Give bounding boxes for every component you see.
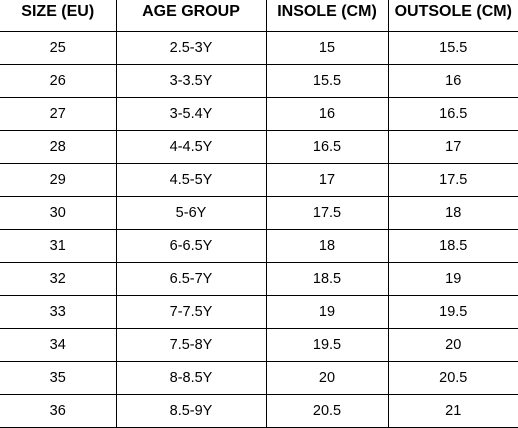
table-row: 30 5-6Y 17.5 18 xyxy=(0,196,518,230)
cell-insole: 16 xyxy=(265,97,388,131)
cell-age-group: 3-3.5Y xyxy=(115,64,266,98)
cell-size-eu: 26 xyxy=(0,64,116,98)
cell-outsole: 20 xyxy=(387,328,518,362)
cell-age-group: 5-6Y xyxy=(115,196,266,230)
cell-age-group: 8.5-9Y xyxy=(115,394,266,428)
cell-age-group: 7.5-8Y xyxy=(115,328,266,362)
table-row: 26 3-3.5Y 15.5 16 xyxy=(0,64,518,98)
cell-age-group: 4-4.5Y xyxy=(115,130,266,164)
cell-age-group: 4.5-5Y xyxy=(115,163,266,197)
cell-insole: 17 xyxy=(265,163,388,197)
cell-age-group: 2.5-3Y xyxy=(115,31,266,65)
header-age-group: AGE GROUP xyxy=(115,0,266,32)
table-row: 34 7.5-8Y 19.5 20 xyxy=(0,328,518,362)
cell-outsole: 16.5 xyxy=(387,97,518,131)
header-size-eu: SIZE (EU) xyxy=(0,0,116,32)
table-row: 29 4.5-5Y 17 17.5 xyxy=(0,163,518,197)
cell-outsole: 20.5 xyxy=(387,361,518,395)
cell-insole: 16.5 xyxy=(265,130,388,164)
table-row: 32 6.5-7Y 18.5 19 xyxy=(0,262,518,296)
cell-outsole: 19 xyxy=(387,262,518,296)
cell-insole: 19.5 xyxy=(265,328,388,362)
cell-insole: 20 xyxy=(265,361,388,395)
table-row: 31 6-6.5Y 18 18.5 xyxy=(0,229,518,263)
cell-age-group: 7-7.5Y xyxy=(115,295,266,329)
table-body: 25 2.5-3Y 15 15.5 26 3-3.5Y 15.5 16 27 3… xyxy=(0,31,518,428)
cell-outsole: 18 xyxy=(387,196,518,230)
cell-size-eu: 25 xyxy=(0,31,116,65)
cell-outsole: 16 xyxy=(387,64,518,98)
cell-size-eu: 35 xyxy=(0,361,116,395)
table-row: 36 8.5-9Y 20.5 21 xyxy=(0,394,518,428)
cell-outsole: 17 xyxy=(387,130,518,164)
table-header: SIZE (EU) AGE GROUP INSOLE (CM) OUTSOLE … xyxy=(0,0,518,32)
table-row: 33 7-7.5Y 19 19.5 xyxy=(0,295,518,329)
cell-outsole: 15.5 xyxy=(387,31,518,65)
cell-size-eu: 32 xyxy=(0,262,116,296)
cell-insole: 20.5 xyxy=(265,394,388,428)
cell-size-eu: 28 xyxy=(0,130,116,164)
cell-age-group: 6.5-7Y xyxy=(115,262,266,296)
cell-outsole: 19.5 xyxy=(387,295,518,329)
header-outsole-cm: OUTSOLE (CM) xyxy=(387,0,518,32)
cell-age-group: 3-5.4Y xyxy=(115,97,266,131)
cell-size-eu: 29 xyxy=(0,163,116,197)
cell-size-eu: 31 xyxy=(0,229,116,263)
cell-insole: 18 xyxy=(265,229,388,263)
cell-outsole: 17.5 xyxy=(387,163,518,197)
cell-outsole: 21 xyxy=(387,394,518,428)
cell-size-eu: 33 xyxy=(0,295,116,329)
cell-insole: 19 xyxy=(265,295,388,329)
cell-age-group: 6-6.5Y xyxy=(115,229,266,263)
cell-size-eu: 27 xyxy=(0,97,116,131)
cell-insole: 15.5 xyxy=(265,64,388,98)
cell-insole: 15 xyxy=(265,31,388,65)
header-insole-cm: INSOLE (CM) xyxy=(265,0,388,32)
cell-size-eu: 34 xyxy=(0,328,116,362)
table-row: 35 8-8.5Y 20 20.5 xyxy=(0,361,518,395)
table-row: 27 3-5.4Y 16 16.5 xyxy=(0,97,518,131)
cell-insole: 17.5 xyxy=(265,196,388,230)
cell-age-group: 8-8.5Y xyxy=(115,361,266,395)
header-row: SIZE (EU) AGE GROUP INSOLE (CM) OUTSOLE … xyxy=(0,0,518,32)
table-row: 28 4-4.5Y 16.5 17 xyxy=(0,130,518,164)
cell-insole: 18.5 xyxy=(265,262,388,296)
cell-size-eu: 30 xyxy=(0,196,116,230)
cell-outsole: 18.5 xyxy=(387,229,518,263)
table-row: 25 2.5-3Y 15 15.5 xyxy=(0,31,518,65)
cell-size-eu: 36 xyxy=(0,394,116,428)
